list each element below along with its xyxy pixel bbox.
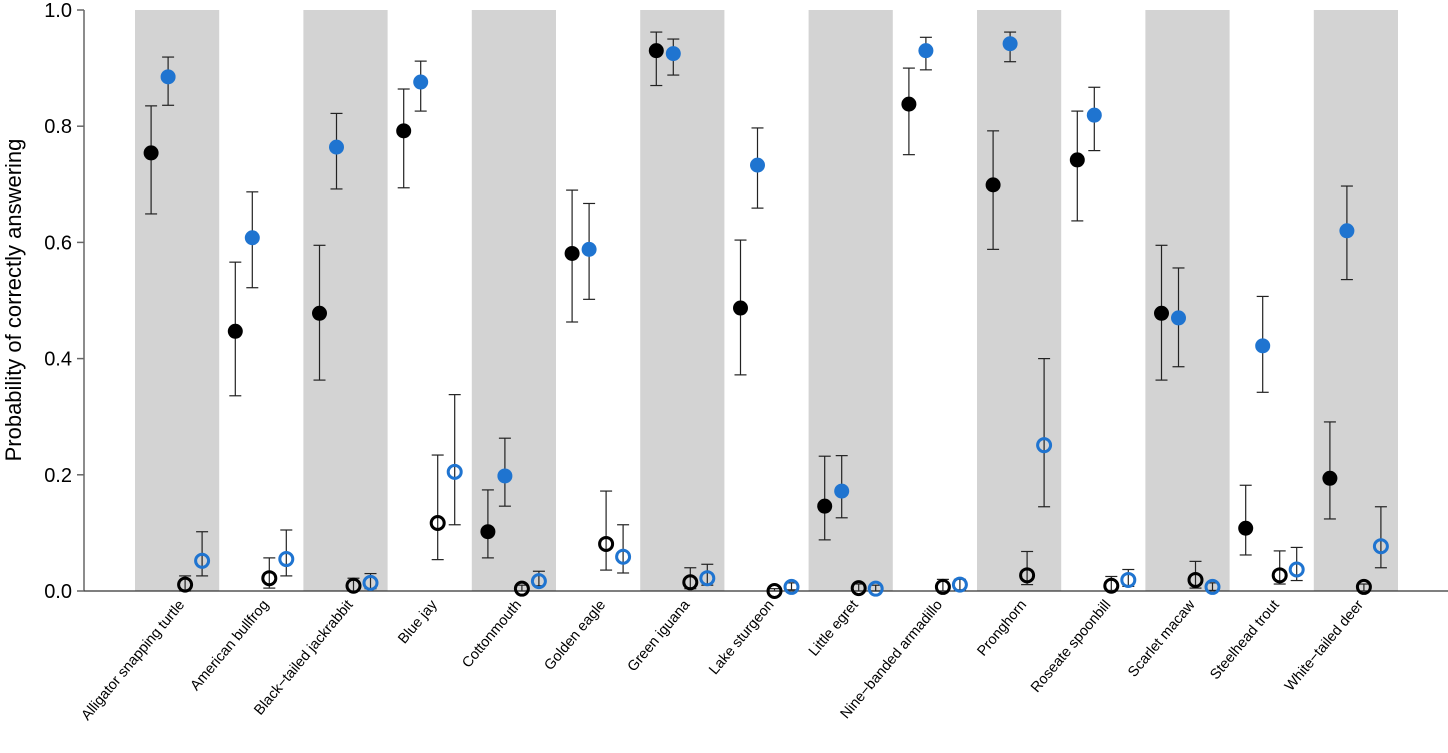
point-black-filled: [1322, 470, 1338, 486]
category-labels: Alligator snapping turtle American bullfr…: [78, 597, 1367, 724]
category-label: Cottonmouth: [459, 597, 525, 671]
point-blue-open: [615, 548, 632, 565]
category-label: Black−tailed jackrabbit: [251, 597, 356, 718]
y-axis: 0.0 0.2 0.4 0.6 0.8 1.0: [44, 0, 85, 603]
point-black-filled: [312, 305, 327, 321]
y-tick-label: 0.2: [44, 465, 72, 487]
point-black-filled: [396, 123, 412, 139]
category-label: American bullfrog: [188, 597, 273, 694]
point-black-filled: [648, 43, 664, 59]
point-blue-filled: [665, 46, 681, 62]
point-black-open: [1103, 577, 1120, 594]
point-black-filled: [1069, 152, 1085, 168]
point-blue-open: [446, 463, 463, 480]
y-axis-title: Probability of correctly answering: [1, 139, 26, 462]
point-blue-open: [1288, 561, 1305, 578]
point-black-filled: [564, 245, 580, 261]
y-tick-label: 0.0: [44, 581, 72, 603]
y-tick-label: 0.4: [44, 349, 72, 371]
point-black-open: [850, 580, 867, 597]
point-blue-filled: [413, 74, 429, 90]
category-label: Pronghorn: [974, 597, 1030, 659]
point-black-open: [513, 580, 530, 597]
point-blue-open: [278, 551, 295, 568]
point-black-filled: [985, 177, 1001, 193]
point-black-filled: [733, 300, 748, 316]
shaded-band: [303, 10, 388, 591]
y-tick-label: 1.0: [44, 0, 72, 22]
point-blue-open: [1036, 437, 1053, 454]
point-blue-filled: [834, 483, 850, 499]
point-blue-open: [1120, 571, 1137, 588]
shaded-band: [135, 10, 220, 591]
point-black-open: [1187, 571, 1204, 588]
point-blue-filled: [918, 43, 934, 59]
point-blue-filled: [329, 139, 344, 155]
point-blue-open: [867, 580, 884, 597]
y-tick-label: 0.6: [44, 232, 72, 254]
shaded-band: [1145, 10, 1230, 591]
point-black-filled: [143, 145, 159, 161]
category-label: Alligator snapping turtle: [78, 597, 188, 723]
category-label: White−tailed deer: [1282, 597, 1367, 694]
point-blue-filled: [160, 69, 176, 85]
point-blue-filled: [1339, 223, 1355, 239]
point-blue-filled: [1171, 310, 1186, 326]
point-black-filled: [227, 323, 243, 339]
point-blue-filled: [244, 230, 260, 246]
point-black-open: [177, 576, 194, 593]
point-blue-open: [951, 576, 968, 593]
category-label: Steelhead trout: [1207, 597, 1282, 683]
point-black-open: [261, 570, 278, 587]
category-label: Blue jay: [395, 597, 441, 647]
point-black-open: [766, 583, 783, 599]
point-black-open: [345, 577, 362, 594]
point-blue-open: [194, 552, 211, 569]
shaded-band: [640, 10, 725, 591]
point-black-open: [1271, 567, 1288, 584]
category-label: Little egret: [806, 597, 862, 659]
point-blue-open: [1372, 538, 1389, 555]
point-black-open: [682, 574, 699, 591]
point-blue-open: [530, 573, 547, 590]
category-label: Golden eagle: [541, 597, 609, 673]
point-blue-open: [699, 570, 716, 587]
point-blue-filled: [750, 157, 765, 173]
point-black-filled: [817, 498, 833, 514]
category-label: Green iguana: [625, 597, 694, 675]
point-blue-open: [362, 574, 379, 591]
shaded-band: [1313, 10, 1398, 591]
point-black-open: [598, 535, 615, 552]
point-blue-filled: [1002, 36, 1018, 52]
point-black-filled: [480, 524, 496, 540]
point-blue-filled: [497, 468, 513, 484]
point-blue-open: [783, 578, 800, 595]
category-label: Scarlet macaw: [1125, 597, 1199, 681]
point-black-filled: [1154, 305, 1169, 321]
category-label: Roseate spoonbill: [1028, 597, 1114, 696]
point-black-open: [1355, 578, 1372, 595]
shaded-band: [977, 10, 1062, 591]
category-label: Lake sturgeon: [706, 597, 777, 678]
point-blue-filled: [1086, 107, 1102, 123]
data-points: [143, 36, 1389, 599]
point-blue-filled: [581, 241, 597, 257]
point-black-filled: [1238, 520, 1254, 536]
point-black-open: [429, 515, 446, 532]
shaded-band: [471, 10, 556, 591]
point-blue-filled: [1255, 338, 1271, 354]
point-black-filled: [901, 96, 917, 112]
point-black-open: [1019, 567, 1036, 584]
shaded-band: [808, 10, 893, 591]
y-tick-label: 0.8: [44, 116, 72, 138]
point-black-open: [934, 578, 951, 595]
shaded-bands: [135, 10, 1398, 591]
point-blue-open: [1204, 578, 1221, 595]
